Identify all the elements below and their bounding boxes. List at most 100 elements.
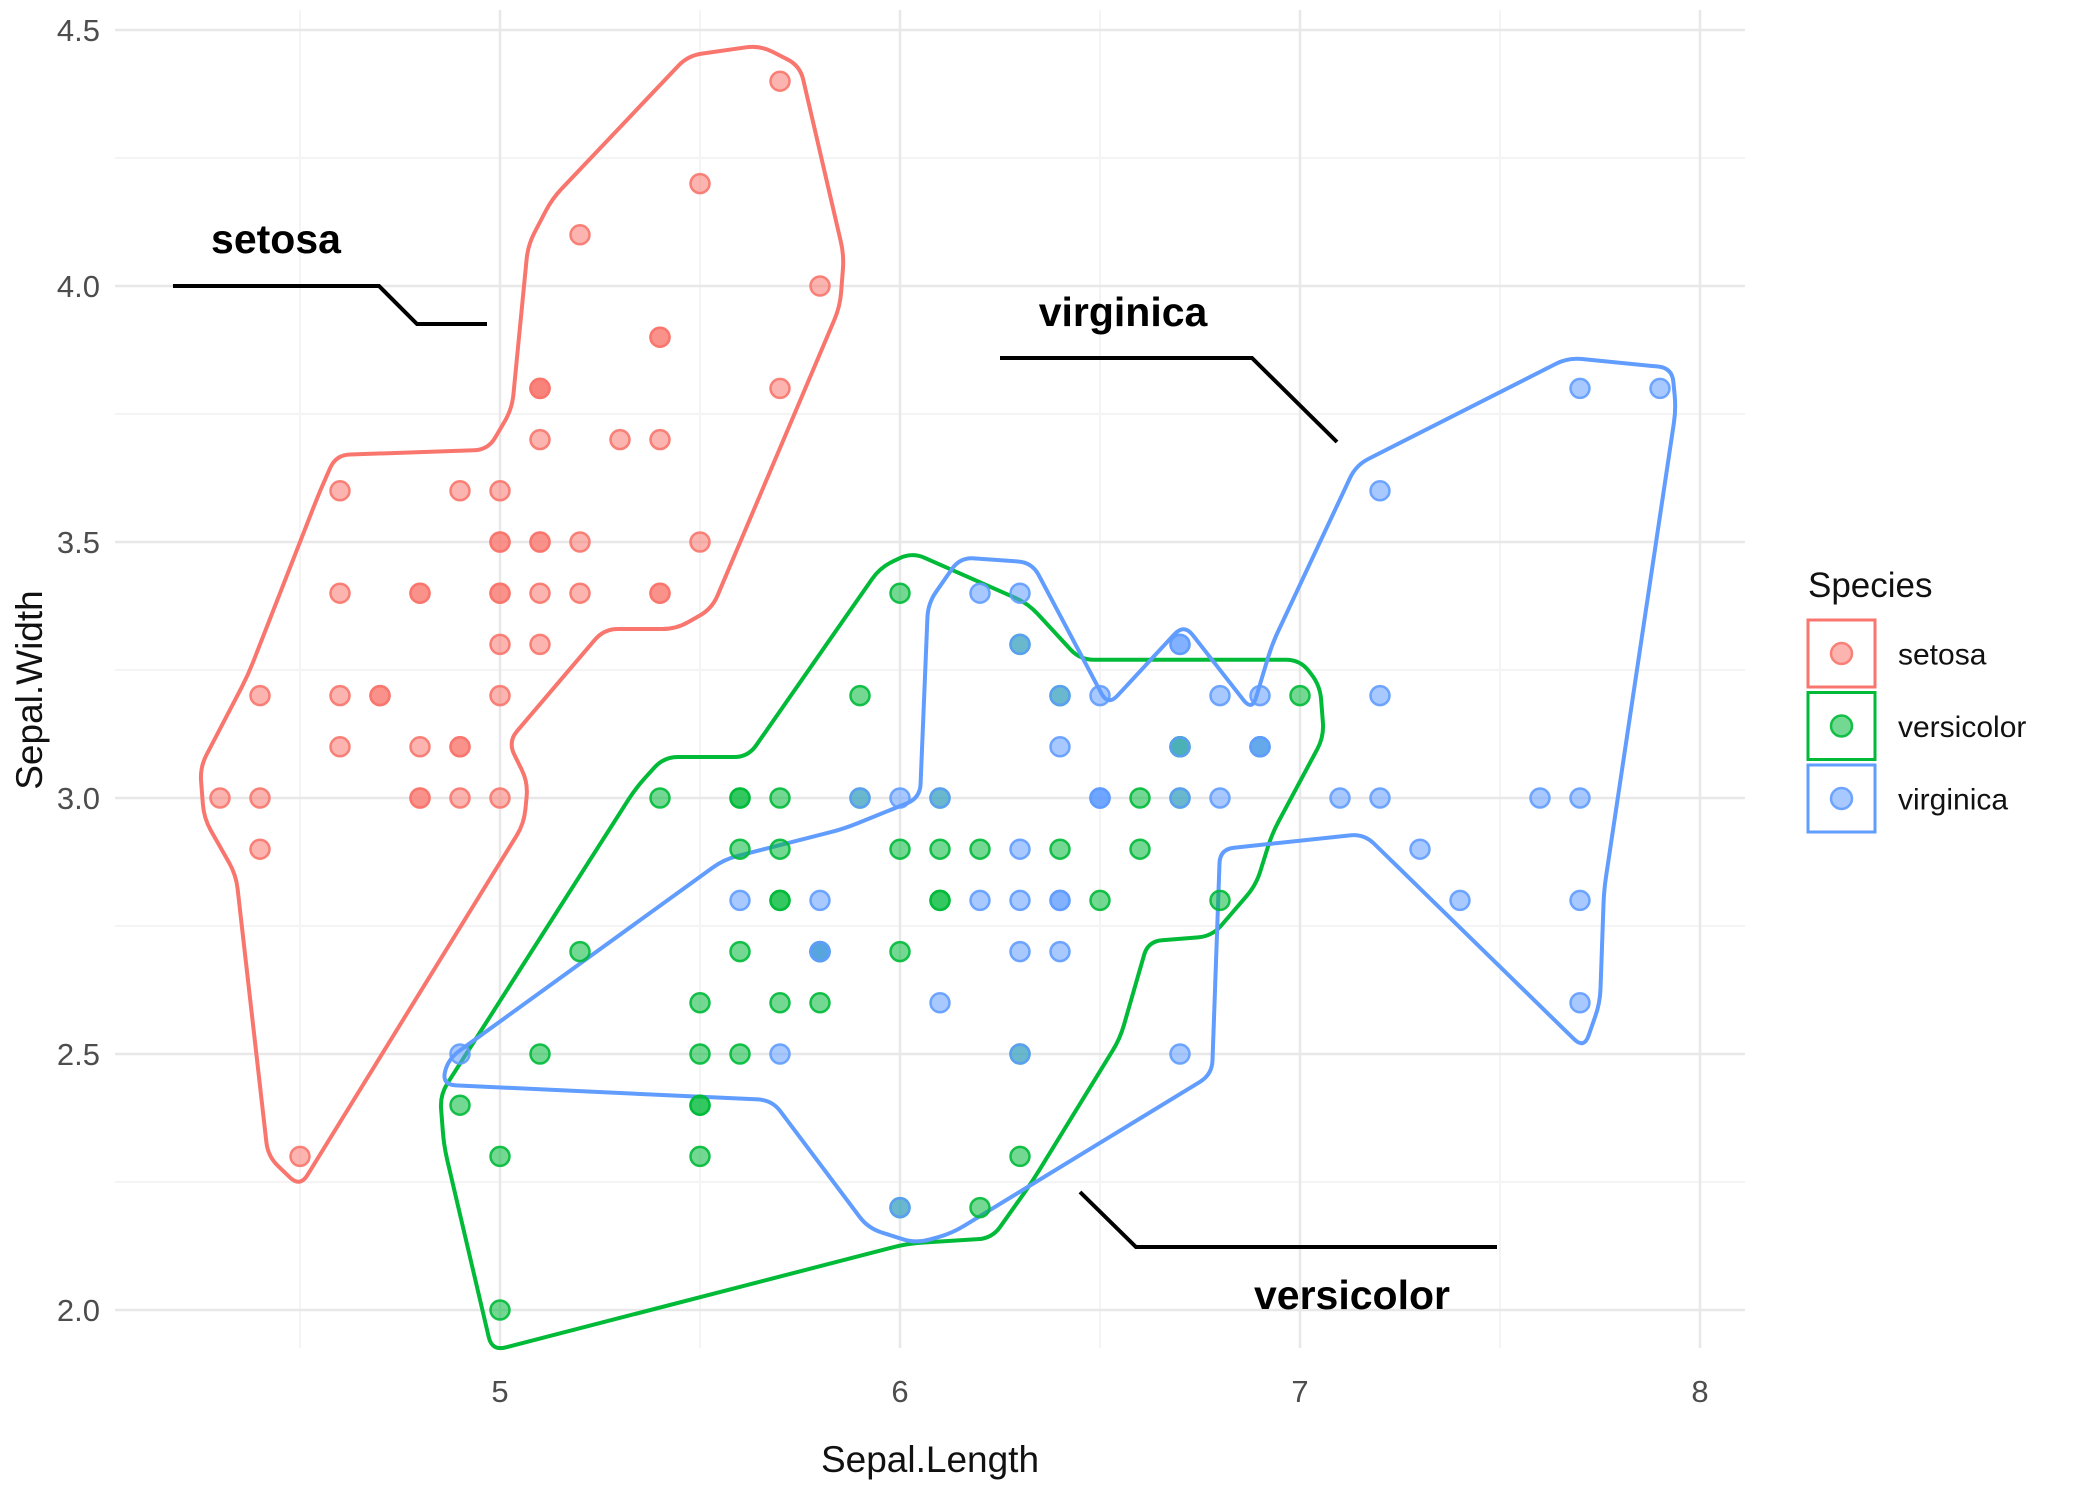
data-point-virginica	[889, 787, 911, 809]
data-point-virginica	[1569, 377, 1591, 400]
data-point-versicolor	[929, 838, 951, 860]
data-point-virginica	[1009, 1043, 1031, 1065]
data-point-setosa	[409, 736, 431, 758]
data-point-versicolor	[769, 889, 791, 912]
data-point-versicolor	[1289, 684, 1311, 707]
x-tick-label: 5	[491, 1374, 508, 1409]
data-point-setosa	[249, 684, 271, 707]
data-point-virginica	[1169, 787, 1191, 809]
legend-item-label: virginica	[1898, 784, 2008, 817]
data-point-virginica	[1009, 889, 1031, 912]
x-tick-label: 7	[1291, 1374, 1308, 1409]
data-point-versicolor	[689, 1043, 711, 1065]
data-point-setosa	[489, 582, 511, 604]
data-point-versicolor	[729, 838, 751, 860]
cluster-hulls-layer	[198, 44, 1678, 1351]
data-point-virginica	[809, 940, 831, 963]
data-point-setosa	[809, 275, 831, 297]
data-point-virginica	[1049, 736, 1071, 758]
data-point-versicolor	[649, 787, 671, 809]
data-point-versicolor	[929, 889, 951, 912]
data-point-versicolor	[1209, 889, 1231, 912]
data-point-setosa	[329, 736, 351, 758]
data-point-versicolor	[889, 838, 911, 860]
data-point-virginica	[1369, 480, 1391, 502]
data-point-versicolor	[769, 787, 791, 809]
data-point-versicolor	[729, 1043, 751, 1065]
data-point-virginica	[1529, 787, 1551, 809]
data-point-versicolor	[769, 992, 791, 1014]
data-point-virginica	[449, 1043, 471, 1065]
data-point-virginica	[1169, 1043, 1191, 1065]
data-point-setosa	[209, 787, 231, 809]
data-point-versicolor	[849, 684, 871, 707]
cluster-hull-virginica	[442, 356, 1678, 1244]
data-point-setosa	[489, 684, 511, 707]
data-point-versicolor	[769, 838, 791, 860]
data-point-virginica	[1169, 633, 1191, 656]
data-point-setosa	[529, 531, 551, 553]
data-point-setosa	[449, 787, 471, 809]
data-point-virginica	[1049, 889, 1071, 912]
data-point-versicolor	[1129, 787, 1151, 809]
legend: Species setosa versicolor virginica	[1806, 566, 2026, 834]
y-tick-label: 2.0	[57, 1293, 100, 1328]
y-tick-label: 4.5	[57, 13, 100, 48]
y-axis-title: Sepal.Width	[9, 590, 50, 790]
data-point-virginica	[1409, 838, 1431, 860]
data-point-setosa	[409, 582, 431, 604]
data-point-setosa	[409, 787, 431, 809]
leader-line-setosa	[173, 284, 487, 326]
data-point-setosa	[329, 480, 351, 502]
data-point-setosa	[769, 377, 791, 400]
data-point-virginica	[1249, 736, 1271, 758]
data-point-virginica	[769, 1043, 791, 1065]
y-tick-label: 3.5	[57, 525, 100, 560]
cluster-hull-setosa	[198, 44, 846, 1184]
data-point-setosa	[489, 480, 511, 502]
data-point-setosa	[569, 224, 591, 246]
data-point-virginica	[1329, 787, 1351, 809]
data-point-virginica	[1209, 684, 1231, 707]
data-point-setosa	[489, 531, 511, 553]
data-point-setosa	[529, 428, 551, 451]
data-point-versicolor	[689, 1145, 711, 1168]
data-point-virginica	[1209, 787, 1231, 809]
data-point-virginica	[1369, 684, 1391, 707]
data-point-setosa	[249, 787, 271, 809]
axis-ticks-layer: 5 6 7 8 2.0 2.5 3.0 3.5 4.0 4.5	[57, 13, 1709, 1409]
data-point-setosa	[449, 480, 471, 502]
data-point-versicolor	[729, 787, 751, 809]
data-point-setosa	[569, 582, 591, 604]
data-point-versicolor	[889, 582, 911, 604]
data-point-virginica	[1009, 838, 1031, 860]
data-point-setosa	[649, 582, 671, 604]
x-tick-label: 8	[1691, 1374, 1708, 1409]
data-point-versicolor	[1129, 838, 1151, 860]
data-point-virginica	[1009, 633, 1031, 656]
data-point-virginica	[1449, 889, 1471, 912]
data-point-virginica	[1569, 992, 1591, 1014]
data-point-setosa	[529, 633, 551, 656]
gridlines-layer	[115, 10, 1745, 1348]
data-point-virginica	[1569, 889, 1591, 912]
data-point-versicolor	[1009, 1145, 1031, 1168]
data-points-layer	[209, 70, 1671, 1321]
legend-key-point-virginica	[1829, 786, 1854, 811]
annotation-labels-layer: setosa virginica versicolor	[211, 216, 1450, 1318]
data-point-virginica	[889, 1196, 911, 1219]
data-point-virginica	[969, 889, 991, 912]
legend-key-point-setosa	[1829, 641, 1854, 666]
data-point-versicolor	[1049, 838, 1071, 860]
data-point-virginica	[729, 889, 751, 912]
data-point-virginica	[1049, 684, 1071, 707]
legend-item-label: setosa	[1898, 639, 1987, 672]
y-tick-label: 3.0	[57, 781, 100, 816]
data-point-versicolor	[489, 1145, 511, 1168]
data-point-versicolor	[449, 1094, 471, 1116]
legend-item-label: versicolor	[1898, 711, 2026, 744]
cluster-label-versicolor: versicolor	[1254, 1272, 1450, 1318]
data-point-setosa	[689, 172, 711, 195]
data-point-virginica	[1049, 940, 1071, 963]
data-point-virginica	[929, 787, 951, 809]
